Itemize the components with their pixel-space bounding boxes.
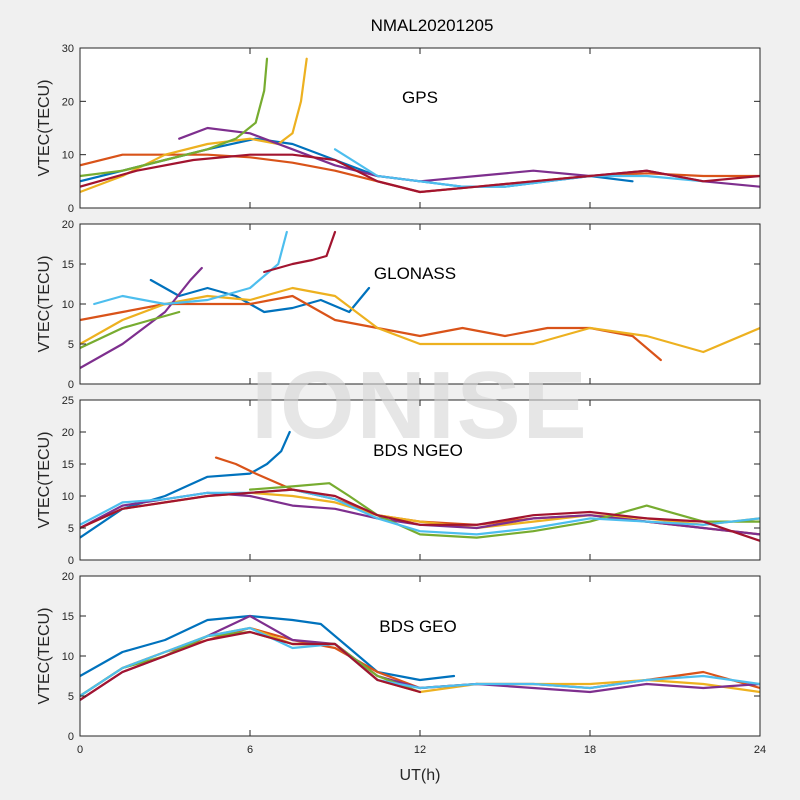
series-line — [149, 278, 371, 314]
y-tick-label: 0 — [68, 379, 74, 391]
series-line — [80, 614, 456, 682]
panel-label: BDS NGEO — [373, 441, 463, 460]
plot-area — [80, 48, 760, 208]
watermark-text: IONISE — [251, 352, 588, 459]
panel-label: BDS GEO — [379, 617, 456, 636]
series-line — [80, 57, 269, 178]
figure-title: NMAL20201205 — [371, 16, 494, 35]
y-tick-label: 20 — [62, 571, 74, 583]
y-axis-label: VTEC(TECU) — [36, 80, 53, 177]
series-line — [333, 148, 705, 188]
series-group — [80, 57, 760, 194]
series-group — [80, 614, 760, 702]
chart-panels: 0 10 20 30 GPS VTEC(TECU) 0 5 10 15 20 GLONASS VTEC(… — [36, 43, 766, 756]
y-tick-label: 20 — [62, 427, 74, 439]
panel-label: GLONASS — [374, 264, 456, 283]
panel-2: 0 5 10 15 20 GLONASS VTEC(TECU) — [36, 219, 761, 391]
series-line — [80, 488, 760, 536]
panel-3: 0 5 10 15 20 25 BDS NGEO VTEC(TECU) — [36, 395, 761, 567]
y-tick-label: 10 — [62, 150, 74, 162]
series-line — [80, 153, 760, 194]
panel-1: 0 10 20 30 GPS VTEC(TECU) — [36, 43, 761, 215]
panel-label: GPS — [402, 88, 438, 107]
y-axis-label: VTEC(TECU) — [36, 432, 53, 529]
x-axis-label: UT(h) — [400, 767, 441, 784]
series-line — [80, 57, 308, 194]
y-tick-label: 20 — [62, 96, 74, 108]
y-tick-label: 20 — [62, 219, 74, 231]
y-tick-label: 15 — [62, 259, 74, 271]
y-tick-label: 25 — [62, 395, 74, 407]
y-tick-label: 5 — [68, 691, 74, 703]
x-tick-label: 24 — [754, 744, 766, 756]
series-line — [248, 482, 760, 539]
series-line — [80, 286, 760, 354]
y-tick-label: 15 — [62, 459, 74, 471]
series-line — [80, 630, 422, 702]
y-tick-label: 10 — [62, 491, 74, 503]
y-tick-label: 0 — [68, 731, 74, 743]
y-tick-label: 0 — [68, 555, 74, 567]
x-tick-label: 12 — [414, 744, 426, 756]
y-axis-label: VTEC(TECU) — [36, 256, 53, 353]
y-tick-label: 15 — [62, 611, 74, 623]
x-tick-label: 18 — [584, 744, 596, 756]
series-line — [93, 230, 288, 306]
y-tick-label: 0 — [68, 203, 74, 215]
x-tick-label: 0 — [77, 744, 83, 756]
series-line — [80, 488, 760, 542]
y-tick-label: 5 — [68, 339, 74, 351]
series-line — [80, 266, 203, 370]
series-line — [263, 230, 337, 274]
y-tick-label: 30 — [62, 43, 74, 55]
series-group — [80, 430, 760, 542]
y-tick-label: 10 — [62, 299, 74, 311]
x-tick-label: 6 — [247, 744, 253, 756]
plot-area — [80, 576, 760, 736]
series-line — [80, 310, 181, 350]
y-tick-label: 10 — [62, 651, 74, 663]
panel-4: 0 5 10 15 20 0 6 12 18 24 BDS GEO VTEC(TECU) — [36, 571, 766, 756]
series-group — [80, 230, 760, 370]
y-tick-label: 5 — [68, 523, 74, 535]
y-axis-label: VTEC(TECU) — [36, 608, 53, 705]
